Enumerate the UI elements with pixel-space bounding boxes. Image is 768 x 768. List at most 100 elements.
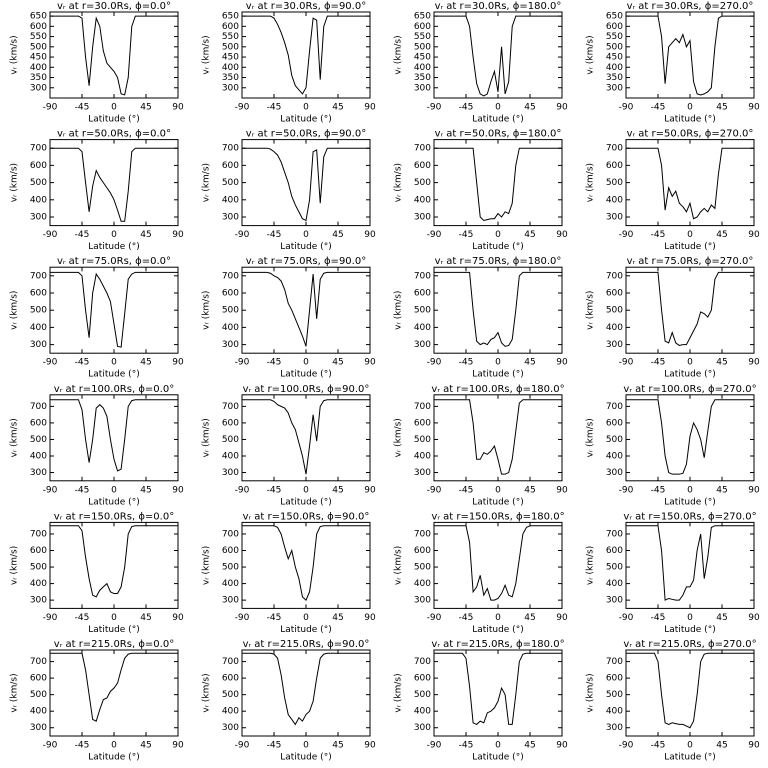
x-tick-label: -45 xyxy=(651,741,666,751)
y-tick-label: 600 xyxy=(414,161,431,171)
panel: vᵣ at r=50.0Rs, ϕ=180.0° Latitude (°) vᵣ (… xyxy=(394,129,568,253)
x-tick-label: 90 xyxy=(748,358,760,368)
x-tick-label: -45 xyxy=(459,103,474,113)
y-tick-label: 300 xyxy=(414,723,431,733)
y-tick-label: 400 xyxy=(606,63,623,73)
x-axis-label: Latitude (°) xyxy=(664,115,715,125)
x-axis-label: Latitude (°) xyxy=(280,242,331,252)
panel-title: vᵣ at r=100.0Rs, ϕ=0.0° xyxy=(54,384,174,395)
panel: vᵣ at r=150.0Rs, ϕ=270.0° Latitude (°) vᵣ … xyxy=(586,511,760,635)
x-tick-label: 45 xyxy=(140,230,151,240)
panel: vᵣ at r=150.0Rs, ϕ=0.0° Latitude (°) vᵣ (k… xyxy=(10,511,184,635)
data-line xyxy=(434,399,562,475)
x-tick-label: -45 xyxy=(75,613,90,623)
y-tick-label: 400 xyxy=(30,451,47,461)
y-tick-label: 500 xyxy=(30,42,47,52)
x-tick-label: 0 xyxy=(495,741,501,751)
x-tick-label: -45 xyxy=(75,741,90,751)
y-tick-label: 700 xyxy=(222,144,239,154)
y-tick-label: 600 xyxy=(606,289,623,299)
y-tick-label: 700 xyxy=(606,144,623,154)
panel-title: vᵣ at r=50.0Rs, ϕ=0.0° xyxy=(57,129,171,140)
x-tick-label: -45 xyxy=(651,358,666,368)
panel: vᵣ at r=100.0Rs, ϕ=0.0° Latitude (°) vᵣ (k… xyxy=(10,384,184,508)
y-tick-label: 700 xyxy=(222,529,239,539)
x-axis-label: Latitude (°) xyxy=(664,625,715,635)
y-axis-label: vᵣ (km/s) xyxy=(586,418,596,457)
y-tick-label: 400 xyxy=(30,579,47,589)
x-tick-label: 90 xyxy=(172,485,184,495)
y-axis-label: vᵣ (km/s) xyxy=(586,673,596,712)
x-tick-label: -90 xyxy=(235,230,250,240)
panel: vᵣ at r=30.0Rs, ϕ=180.0° Latitude (°) vᵣ (… xyxy=(394,1,568,125)
x-tick-label: 0 xyxy=(495,485,501,495)
x-axis-label: Latitude (°) xyxy=(472,497,523,507)
y-tick-label: 700 xyxy=(222,271,239,281)
panel: vᵣ at r=215.0Rs, ϕ=90.0° Latitude (°) vᵣ (… xyxy=(202,639,376,763)
y-tick-label: 600 xyxy=(30,418,47,428)
y-tick-label: 700 xyxy=(222,402,239,412)
y-tick-label: 400 xyxy=(30,63,47,73)
y-tick-label: 700 xyxy=(30,402,47,412)
x-tick-label: -45 xyxy=(651,485,666,495)
plot-frame xyxy=(433,11,563,99)
x-tick-label: 45 xyxy=(524,741,535,751)
x-axis-label: Latitude (°) xyxy=(280,370,331,380)
panel-title: vᵣ at r=30.0Rs, ϕ=0.0° xyxy=(57,1,171,12)
panel: vᵣ at r=30.0Rs, ϕ=90.0° Latitude (°) vᵣ (k… xyxy=(202,1,376,125)
y-tick-label: 600 xyxy=(222,418,239,428)
x-tick-label: -45 xyxy=(651,230,666,240)
x-tick-label: -90 xyxy=(235,613,250,623)
y-axis-label: vᵣ (km/s) xyxy=(10,291,20,330)
y-tick-label: 300 xyxy=(30,723,47,733)
data-line xyxy=(242,15,370,95)
x-axis-label: Latitude (°) xyxy=(472,115,523,125)
x-tick-label: 45 xyxy=(716,613,727,623)
x-tick-label: -90 xyxy=(235,741,250,751)
data-line xyxy=(626,399,754,475)
y-tick-label: 600 xyxy=(30,161,47,171)
y-tick-label: 400 xyxy=(30,195,47,205)
x-tick-label: -90 xyxy=(235,103,250,113)
y-tick-label: 600 xyxy=(30,546,47,556)
panel-title: vᵣ at r=150.0Rs, ϕ=270.0° xyxy=(623,511,756,522)
y-tick-label: 600 xyxy=(414,289,431,299)
data-line xyxy=(242,147,370,222)
y-tick-label: 600 xyxy=(30,674,47,684)
plot-frame xyxy=(241,139,371,227)
x-tick-label: -90 xyxy=(235,485,250,495)
y-tick-label: 400 xyxy=(222,323,239,333)
panel: vᵣ at r=75.0Rs, ϕ=270.0° Latitude (°) vᵣ (… xyxy=(586,256,760,380)
x-axis-label: Latitude (°) xyxy=(88,625,139,635)
y-tick-label: 300 xyxy=(606,340,623,350)
y-tick-label: 350 xyxy=(30,73,47,83)
y-tick-label: 600 xyxy=(606,418,623,428)
y-axis-label: vᵣ (km/s) xyxy=(202,546,212,585)
x-tick-label: 0 xyxy=(111,485,117,495)
y-tick-label: 400 xyxy=(414,707,431,717)
x-tick-label: 90 xyxy=(172,103,184,113)
data-line xyxy=(242,652,370,726)
y-tick-label: 600 xyxy=(606,674,623,684)
y-tick-label: 600 xyxy=(414,546,431,556)
plot-frame xyxy=(625,521,755,609)
panel-title: vᵣ at r=30.0Rs, ϕ=180.0° xyxy=(435,1,562,12)
x-axis-label: Latitude (°) xyxy=(280,115,331,125)
x-tick-label: -90 xyxy=(43,103,58,113)
y-tick-label: 600 xyxy=(606,161,623,171)
data-line xyxy=(50,15,178,96)
data-line xyxy=(434,271,562,347)
data-line xyxy=(626,652,754,729)
x-tick-label: 0 xyxy=(111,741,117,751)
plot-frame xyxy=(49,11,179,99)
panel: vᵣ at r=215.0Rs, ϕ=0.0° Latitude (°) vᵣ (k… xyxy=(10,639,184,763)
y-tick-label: 300 xyxy=(222,340,239,350)
y-tick-label: 550 xyxy=(606,32,623,42)
data-line xyxy=(50,147,178,222)
x-axis-label: Latitude (°) xyxy=(664,497,715,507)
y-tick-label: 500 xyxy=(222,690,239,700)
x-axis-label: Latitude (°) xyxy=(472,625,523,635)
x-axis-label: Latitude (°) xyxy=(280,497,331,507)
y-tick-label: 300 xyxy=(606,83,623,93)
